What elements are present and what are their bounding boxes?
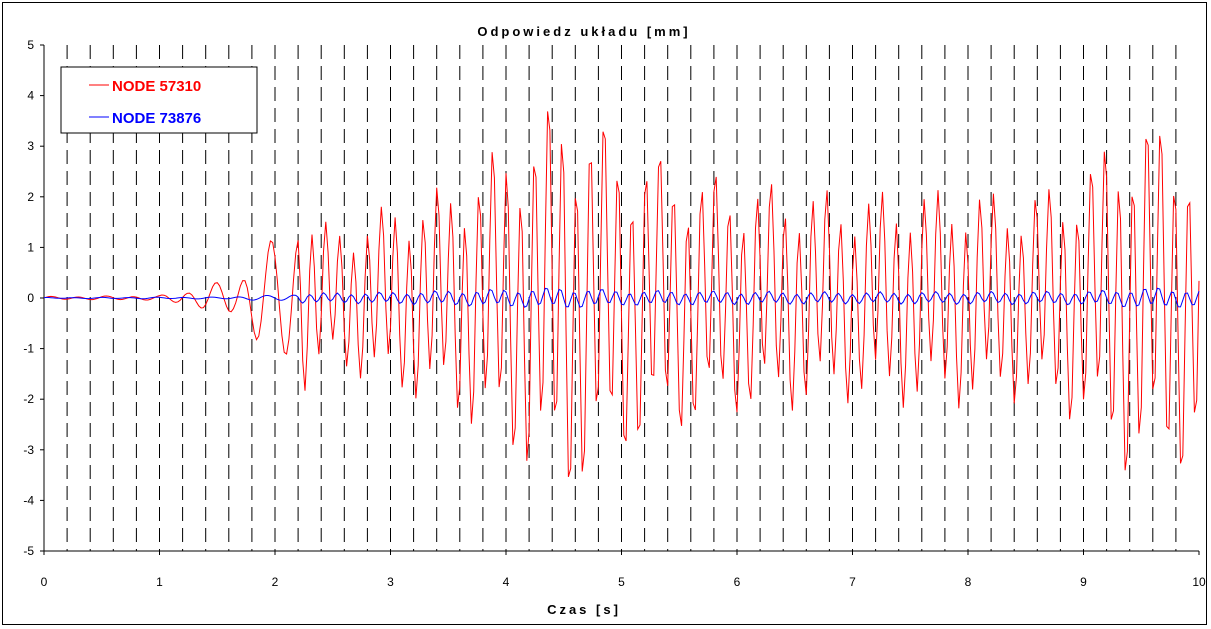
y-tick-labels: 5 4 3 2 1 0 -1 -2 -3 -4 -5: [23, 38, 34, 558]
x-tick-label: 2: [272, 575, 279, 589]
y-tick-label: 4: [27, 89, 34, 103]
x-tick-label: 8: [965, 575, 972, 589]
y-tick-label: -3: [23, 443, 34, 457]
x-tick-label: 7: [849, 575, 856, 589]
x-tick-label: 10: [1192, 575, 1206, 589]
x-tick-label: 3: [387, 575, 394, 589]
legend-label-node-57310: NODE 57310: [112, 78, 201, 95]
y-tick-label: 5: [27, 38, 34, 52]
y-tick-label: -4: [23, 493, 34, 507]
y-tick-label: 3: [27, 139, 34, 153]
y-tick-label: -1: [23, 342, 34, 356]
x-tick-label: 6: [734, 575, 741, 589]
x-axis-label: Czas [s]: [547, 602, 621, 617]
legend: NODE 57310 NODE 73876: [60, 66, 258, 134]
x-tick-label: 5: [618, 575, 625, 589]
x-tick-label: 4: [503, 575, 510, 589]
x-tick-label: 9: [1080, 575, 1087, 589]
y-tick-label: 0: [27, 291, 34, 305]
y-tick-label: 1: [27, 240, 34, 254]
axes: [40, 44, 1200, 555]
y-tick-label: -2: [23, 392, 34, 406]
chart-title: Odpowiedz układu [mm]: [477, 24, 690, 39]
legend-box: [60, 66, 258, 134]
series-line-node-57310: [43, 111, 1200, 478]
legend-label-node-73876: NODE 73876: [112, 110, 201, 127]
y-tick-label: -5: [23, 544, 34, 558]
series-lines: [43, 111, 1200, 478]
y-tick-label: 2: [27, 190, 34, 204]
x-tick-labels: 0 1 2 3 4 5 6 7 8 9 10: [41, 575, 1206, 589]
series-line-node-73876: [43, 287, 1200, 308]
x-tick-label: 0: [41, 575, 48, 589]
x-tick-label: 1: [156, 575, 163, 589]
